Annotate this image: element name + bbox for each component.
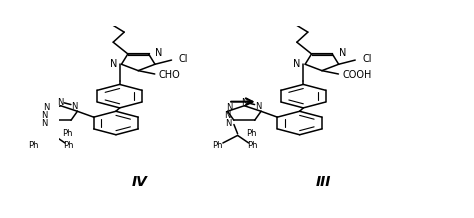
Text: N: N [42, 119, 48, 128]
Text: N: N [339, 48, 346, 58]
Text: CHO: CHO [158, 70, 180, 80]
Text: N: N [241, 98, 247, 107]
Text: N: N [155, 48, 163, 58]
Text: Ph: Ph [28, 141, 39, 150]
Text: N: N [72, 102, 78, 111]
Text: N: N [255, 102, 262, 111]
Text: Cl: Cl [363, 54, 372, 64]
Text: N: N [225, 119, 232, 128]
Text: N: N [109, 59, 117, 69]
Text: Ph: Ph [64, 141, 74, 150]
Text: Ph: Ph [212, 141, 223, 150]
Text: Ph: Ph [62, 129, 73, 138]
Text: COOH: COOH [342, 70, 372, 80]
Text: Ph: Ph [247, 141, 257, 150]
Text: IV: IV [132, 175, 148, 189]
Text: Cl: Cl [179, 54, 188, 64]
Text: N: N [41, 111, 47, 120]
Text: III: III [316, 175, 331, 189]
Text: N: N [225, 111, 231, 120]
Text: N: N [293, 59, 301, 69]
Text: Ph: Ph [246, 129, 256, 138]
Text: N: N [227, 102, 233, 112]
Text: N: N [57, 98, 64, 107]
Text: N: N [43, 102, 49, 112]
